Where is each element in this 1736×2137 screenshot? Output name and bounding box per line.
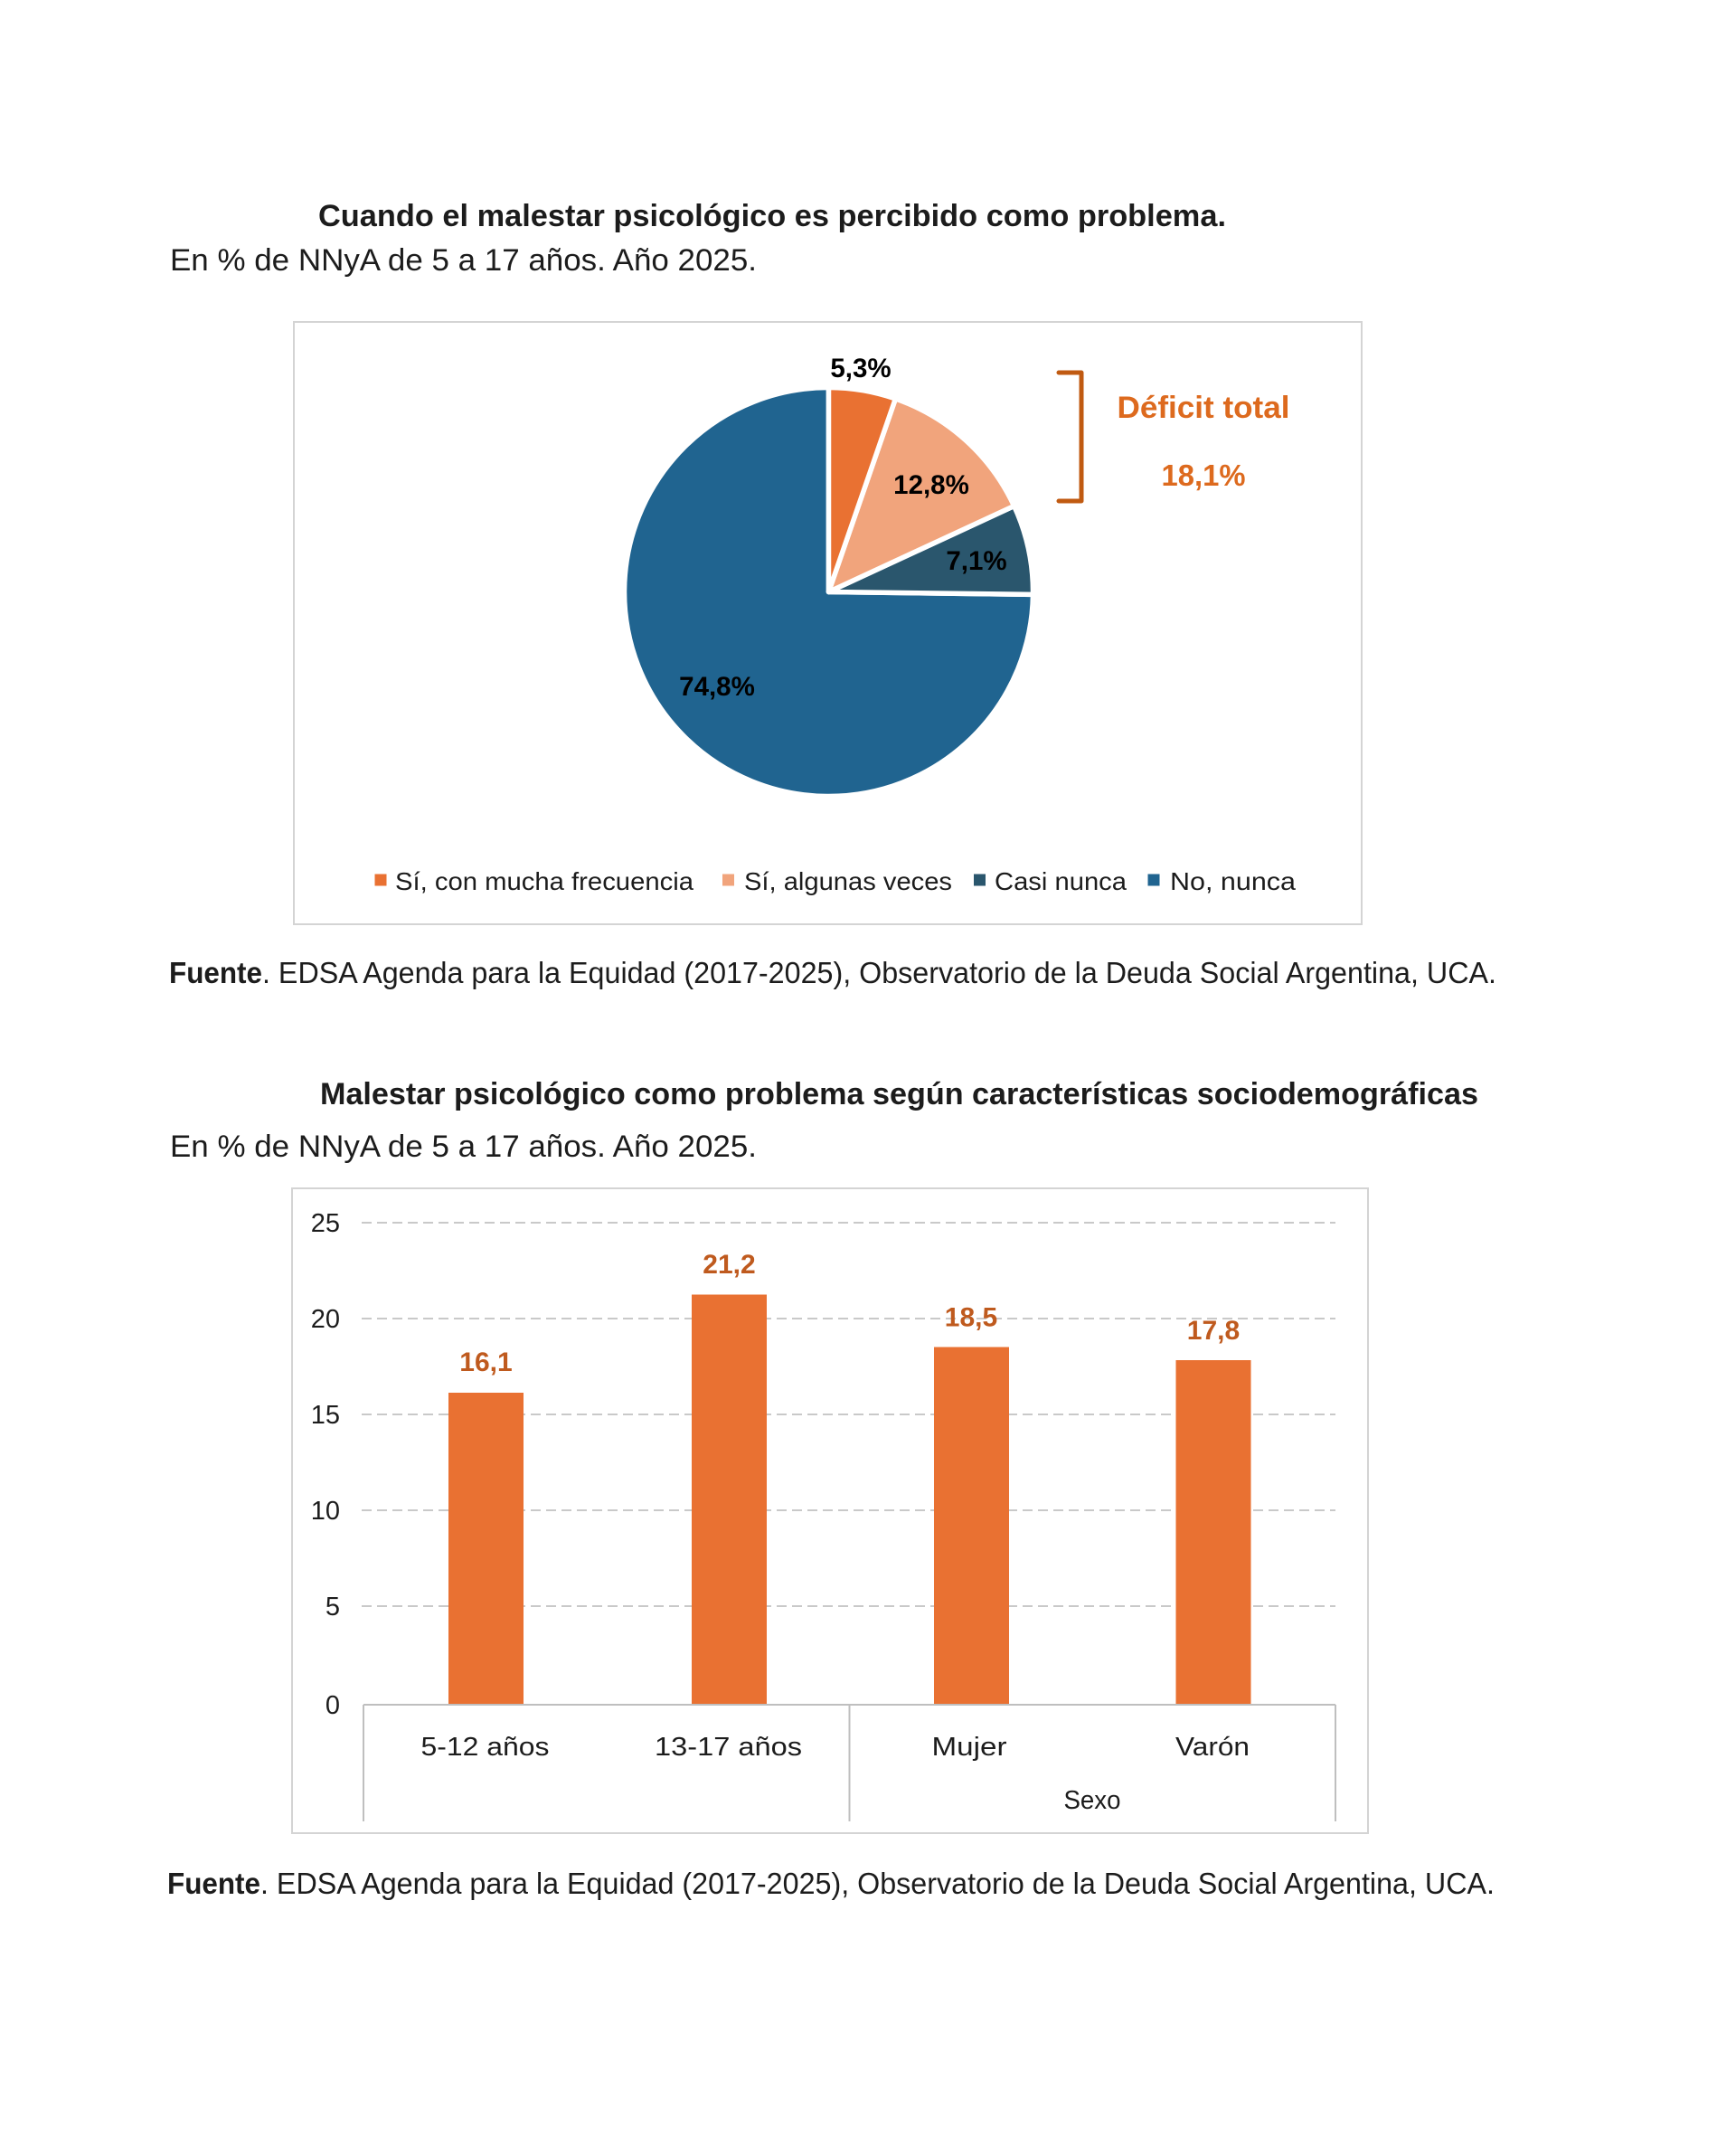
svg-text:10: 10: [311, 1497, 340, 1526]
svg-text:No, nunca: No, nunca: [1170, 867, 1296, 895]
svg-text:18,5: 18,5: [945, 1303, 997, 1333]
svg-text:17,8: 17,8: [1187, 1316, 1240, 1346]
svg-text:Sí, con mucha frecuencia: Sí, con mucha frecuencia: [395, 867, 693, 895]
svg-text:. EDSA Agenda para la Equidad: . EDSA Agenda para la Equidad (2017-2025…: [262, 956, 1496, 989]
svg-text:12,8%: 12,8%: [893, 470, 969, 500]
svg-text:Fuente: Fuente: [167, 1867, 260, 1900]
svg-text:Varón: Varón: [1175, 1733, 1250, 1762]
svg-text:Cuando el malestar psicológico: Cuando el malestar psicológico es percib…: [318, 199, 1226, 233]
svg-text:5-12 años: 5-12 años: [421, 1733, 550, 1762]
svg-text:0: 0: [326, 1691, 340, 1720]
svg-text:En % de NNyA de 5 a 17 años. A: En % de NNyA de 5 a 17 años. Año 2025.: [170, 243, 757, 278]
svg-text:Casi nunca: Casi nunca: [995, 867, 1127, 895]
svg-text:5: 5: [326, 1593, 340, 1622]
svg-text:7,1%: 7,1%: [946, 546, 1006, 576]
svg-text:Sí, algunas veces: Sí, algunas veces: [744, 867, 952, 895]
svg-text:20: 20: [311, 1305, 340, 1334]
svg-text:16,1: 16,1: [459, 1347, 512, 1377]
svg-text:5,3%: 5,3%: [830, 354, 891, 383]
svg-text:. EDSA Agenda para la Equidad: . EDSA Agenda para la Equidad (2017-2025…: [260, 1867, 1495, 1900]
svg-text:18,1%: 18,1%: [1162, 459, 1246, 492]
svg-text:Déficit total: Déficit total: [1118, 391, 1290, 425]
svg-text:En % de NNyA de 5 a 17 años. A: En % de NNyA de 5 a 17 años. Año 2025.: [170, 1130, 757, 1164]
svg-text:25: 25: [311, 1209, 340, 1238]
svg-text:Malestar psicológico como prob: Malestar psicológico como problema según…: [320, 1077, 1478, 1111]
svg-text:Sexo: Sexo: [1064, 1786, 1121, 1815]
svg-text:21,2: 21,2: [703, 1250, 755, 1280]
svg-text:74,8%: 74,8%: [679, 672, 755, 702]
svg-text:Mujer: Mujer: [932, 1733, 1007, 1762]
svg-text:15: 15: [311, 1401, 340, 1430]
svg-text:13-17 años: 13-17 años: [655, 1733, 802, 1762]
svg-text:Fuente: Fuente: [169, 956, 262, 989]
